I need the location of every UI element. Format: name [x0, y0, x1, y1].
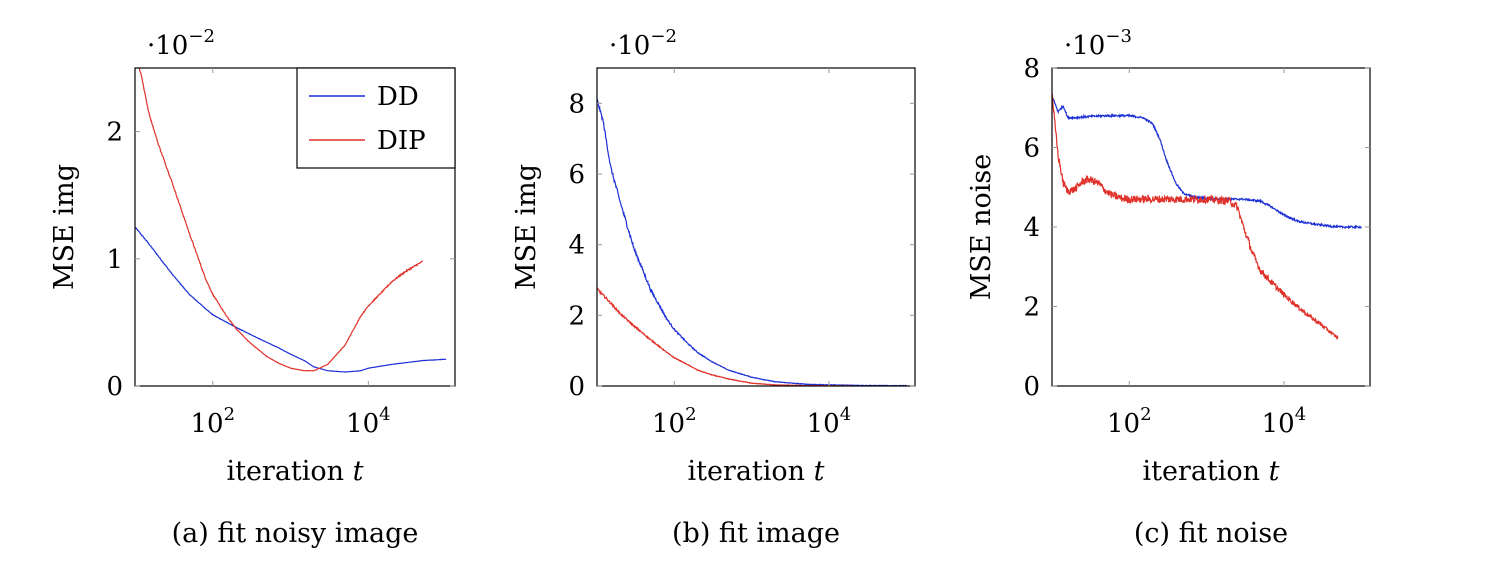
- y-tick-label: 2: [568, 301, 585, 331]
- plot-frame: [596, 67, 916, 387]
- x-tick-label: 102: [1107, 404, 1152, 439]
- x-tick-label: 104: [807, 404, 852, 439]
- chart-panel-3: 0 2 4 6 8 102 104 ·10−3 MSE noise iteration t (c) …: [966, 26, 1371, 549]
- y-tick-label: 0: [568, 372, 585, 402]
- series-line-dip: [1052, 93, 1339, 340]
- y-axis-multiplier: ·10−2: [147, 26, 215, 61]
- y-tick-label: 4: [568, 231, 585, 261]
- y-axis-label: MSE noise: [966, 154, 997, 301]
- y-axis-label: MSE img: [511, 164, 542, 290]
- chart-panel-2: 0 2 4 6 8 102 104 ·10−2 MSE img iteration t (b) fi…: [511, 26, 916, 549]
- y-tick-label: 2: [1023, 293, 1040, 323]
- series-line-dip: [138, 68, 424, 372]
- subfigure-caption: (b) fit image: [672, 518, 840, 549]
- subfigure-caption: (a) fit noisy image: [172, 518, 419, 549]
- y-tick-label: 6: [568, 160, 585, 190]
- x-tick-label: 104: [346, 404, 391, 439]
- x-axis-label: iteration t: [1142, 456, 1279, 487]
- subfigure-caption: (c) fit noise: [1134, 518, 1288, 549]
- x-axis-label: iteration t: [687, 456, 824, 487]
- x-tick-label: 104: [1262, 404, 1307, 439]
- y-axis-label: MSE img: [49, 164, 80, 290]
- y-tick-label: 8: [568, 89, 585, 119]
- chart-panel-1: 0 1 2 102 104 ·10−2 MSE img iteration t (a) fit …: [49, 26, 456, 549]
- series-line-dd: [135, 226, 447, 373]
- legend-label-dip: DIP: [377, 126, 426, 156]
- legend-box: [296, 67, 456, 169]
- x-tick-label: 102: [191, 404, 236, 439]
- legend-label-dd: DD: [377, 82, 419, 112]
- x-tick-label: 102: [652, 404, 697, 439]
- series-line-dd: [1052, 95, 1362, 230]
- y-tick-label: 4: [1023, 213, 1040, 243]
- y-tick-label: 8: [1023, 54, 1040, 84]
- y-axis-multiplier: ·10−3: [1064, 26, 1132, 61]
- y-tick-label: 0: [106, 372, 123, 402]
- y-tick-label: 2: [106, 118, 123, 148]
- y-axis-multiplier: ·10−2: [609, 26, 677, 61]
- y-tick-label: 0: [1023, 372, 1040, 402]
- y-tick-label: 6: [1023, 134, 1040, 164]
- y-tick-label: 1: [106, 245, 123, 275]
- x-axis-label: iteration t: [226, 456, 363, 487]
- plot-frame: [134, 67, 456, 387]
- series-line-dd: [597, 98, 907, 386]
- legend: DD DIP: [296, 67, 456, 169]
- series-line-dip: [597, 287, 853, 386]
